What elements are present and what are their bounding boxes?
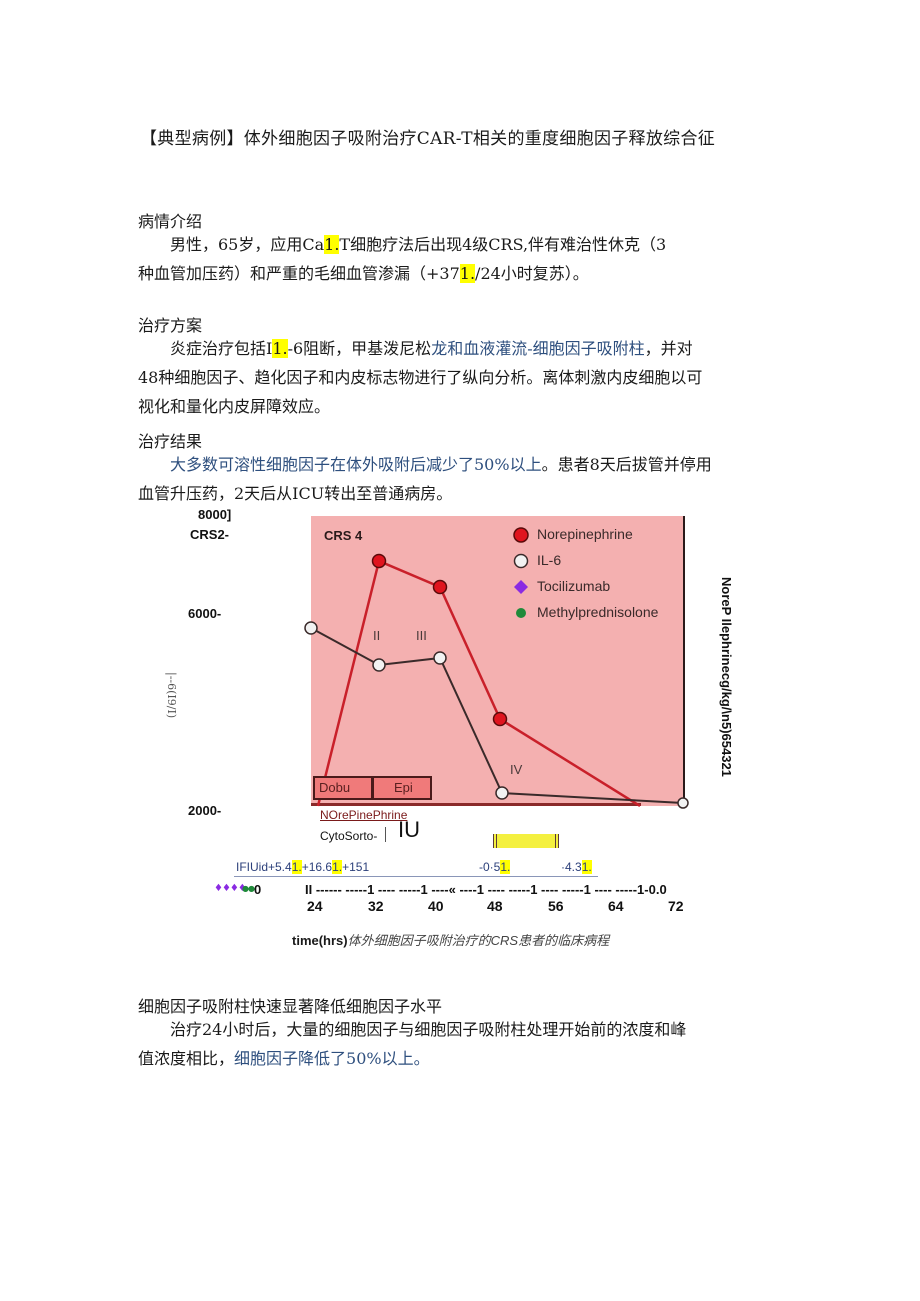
treatment-line-2: 48种细胞因子、趋化因子和内皮标志物进行了纵向分析。离体刺激内皮细胞以可	[138, 368, 703, 387]
figure-caption: time(hrs)体外细胞因子吸附治疗的CRS患者的临床病程	[292, 933, 610, 948]
il6-point	[304, 621, 318, 635]
dobutamine-bar: Dobu	[313, 776, 373, 800]
fluid-underline	[234, 876, 598, 877]
il6-point	[677, 797, 689, 809]
case-intro-line-2: 种血管加压药）和严重的毛细血管渗漏（+371./24小时复苏）。	[138, 264, 589, 283]
x-tick-32: 32	[368, 898, 384, 914]
x-tick-40: 40	[428, 898, 444, 914]
fluid-balance-1: IFIUid+5.41.+16.61.+151	[236, 860, 370, 874]
norepinephrine-point	[432, 579, 448, 595]
methylpred-doses-icon: ●●	[242, 884, 255, 893]
epinephrine-bar: Epi	[372, 776, 432, 800]
x-tick-56: 56	[548, 898, 564, 914]
chart-lines	[304, 527, 689, 809]
norepinephrine-point	[492, 711, 508, 727]
legend-methylpred-icon	[516, 608, 526, 618]
left-y-tick-6000: 6000-	[188, 606, 222, 621]
tocilizumab-doses-icon: ♦♦♦♦	[214, 883, 247, 894]
legend-methylprednisolone: Methylprednisolone	[537, 604, 659, 620]
norepinephrine-point	[371, 553, 387, 569]
left-y-tick-8000: 8000]	[198, 507, 232, 522]
x-tick-24: 24	[307, 898, 323, 914]
clinical-course-chart: 8000] CRS2- 6000- 2000- |--6(Ι9/Ι) CRS 4…	[165, 507, 734, 948]
cytokine-reduction-paragraph: 治疗24小时后，大量的细胞因子与细胞因子吸附柱处理开始前的浓度和峰 值浓度相比，…	[138, 1015, 788, 1073]
legend-norepinephrine: Norepinephrine	[537, 526, 633, 542]
legend-norepinephrine-icon	[513, 527, 529, 543]
treatment-plan-paragraph: 炎症治疗包括I1.-6阻断，甲基泼尼松龙和血液灌流-细胞因子吸附柱，并对 48种…	[138, 334, 788, 421]
norepinephrine-label: NOrePinePhrine	[320, 808, 408, 822]
treatment-line-3: 视化和量化内皮屏障效应。	[138, 397, 331, 416]
norepinephrine-line	[316, 559, 641, 808]
plot-bottom-bar	[311, 803, 641, 806]
reduction-line-2: 值浓度相比，细胞因子降低了50%以上。	[138, 1049, 430, 1068]
x-tick-72: 72	[668, 898, 684, 914]
legend-tocilizumab-icon	[514, 580, 528, 594]
left-y-tick-2000: 2000-	[188, 803, 222, 818]
treatment-line-1: 炎症治疗包括I1.-6阻断，甲基泼尼松龙和血液灌流-细胞因子吸附柱，并对	[138, 339, 693, 358]
result-line-2: 血管升压药，2天后从ICU转出至普通病房。	[138, 484, 453, 503]
document-title: 【典型病例】体外细胞因子吸附治疗CAR-T相关的重度细胞因子释放综合征	[140, 129, 716, 149]
il6-point	[433, 651, 447, 665]
il6-point	[372, 658, 386, 672]
x-tick-64: 64	[608, 898, 624, 914]
heading-treatment-plan: 治疗方案	[138, 316, 203, 335]
cytosorb-mark: IU	[398, 817, 420, 842]
cytosorb-treatment-bar	[493, 834, 559, 848]
heading-treatment-result: 治疗结果	[138, 432, 203, 451]
x-axis-line: II ------ -----1 ---- -----1 ----« ----1…	[305, 882, 667, 897]
reduction-line-1: 治疗24小时后，大量的细胞因子与细胞因子吸附柱处理开始前的浓度和峰	[138, 1020, 687, 1039]
heading-case-intro: 病情介绍	[138, 212, 203, 231]
treatment-result-paragraph: 大多数可溶性细胞因子在体外吸附后减少了50%以上。患者8天后拔管并停用 血管升压…	[138, 450, 788, 508]
x-axis-origin: 0	[254, 882, 262, 897]
cytosorb-divider	[385, 827, 386, 842]
fluid-balance-2: -0·51.	[479, 860, 511, 874]
x-tick-48: 48	[487, 898, 503, 914]
chart-title: CRS 4	[324, 528, 363, 543]
il6-point	[495, 786, 509, 800]
legend-il6-icon	[513, 553, 529, 569]
right-y-axis-label: NoreP Ilephrinecg/kg/\n5)654321	[719, 577, 734, 777]
plot-right-border	[683, 516, 685, 806]
fluid-balance-3: ·4.31.	[561, 860, 592, 874]
result-line-1: 大多数可溶性细胞因子在体外吸附后减少了50%以上。患者8天后拔管并停用	[138, 455, 712, 474]
heading-cytokine-reduction: 细胞因子吸附柱快速显著降低细胞因子水平	[138, 997, 443, 1016]
case-intro-paragraph: 男性，65岁，应用Ca1.T细胞疗法后出现4级CRS,伴有难治性休克（3 种血管…	[138, 230, 788, 288]
legend-tocilizumab: Tocilizumab	[537, 578, 611, 594]
legend-il6: IL-6	[537, 552, 562, 568]
case-intro-line-1: 男性，65岁，应用Ca1.T细胞疗法后出现4级CRS,伴有难治性休克（3	[138, 235, 667, 254]
left-y-tick-crs2: CRS2-	[190, 527, 230, 542]
phase-label-ii: II	[373, 628, 381, 643]
phase-label-iii: III	[416, 628, 427, 643]
phase-label-iv: IV	[510, 762, 523, 777]
cytosorb-label: CytoSorto-	[320, 829, 378, 843]
